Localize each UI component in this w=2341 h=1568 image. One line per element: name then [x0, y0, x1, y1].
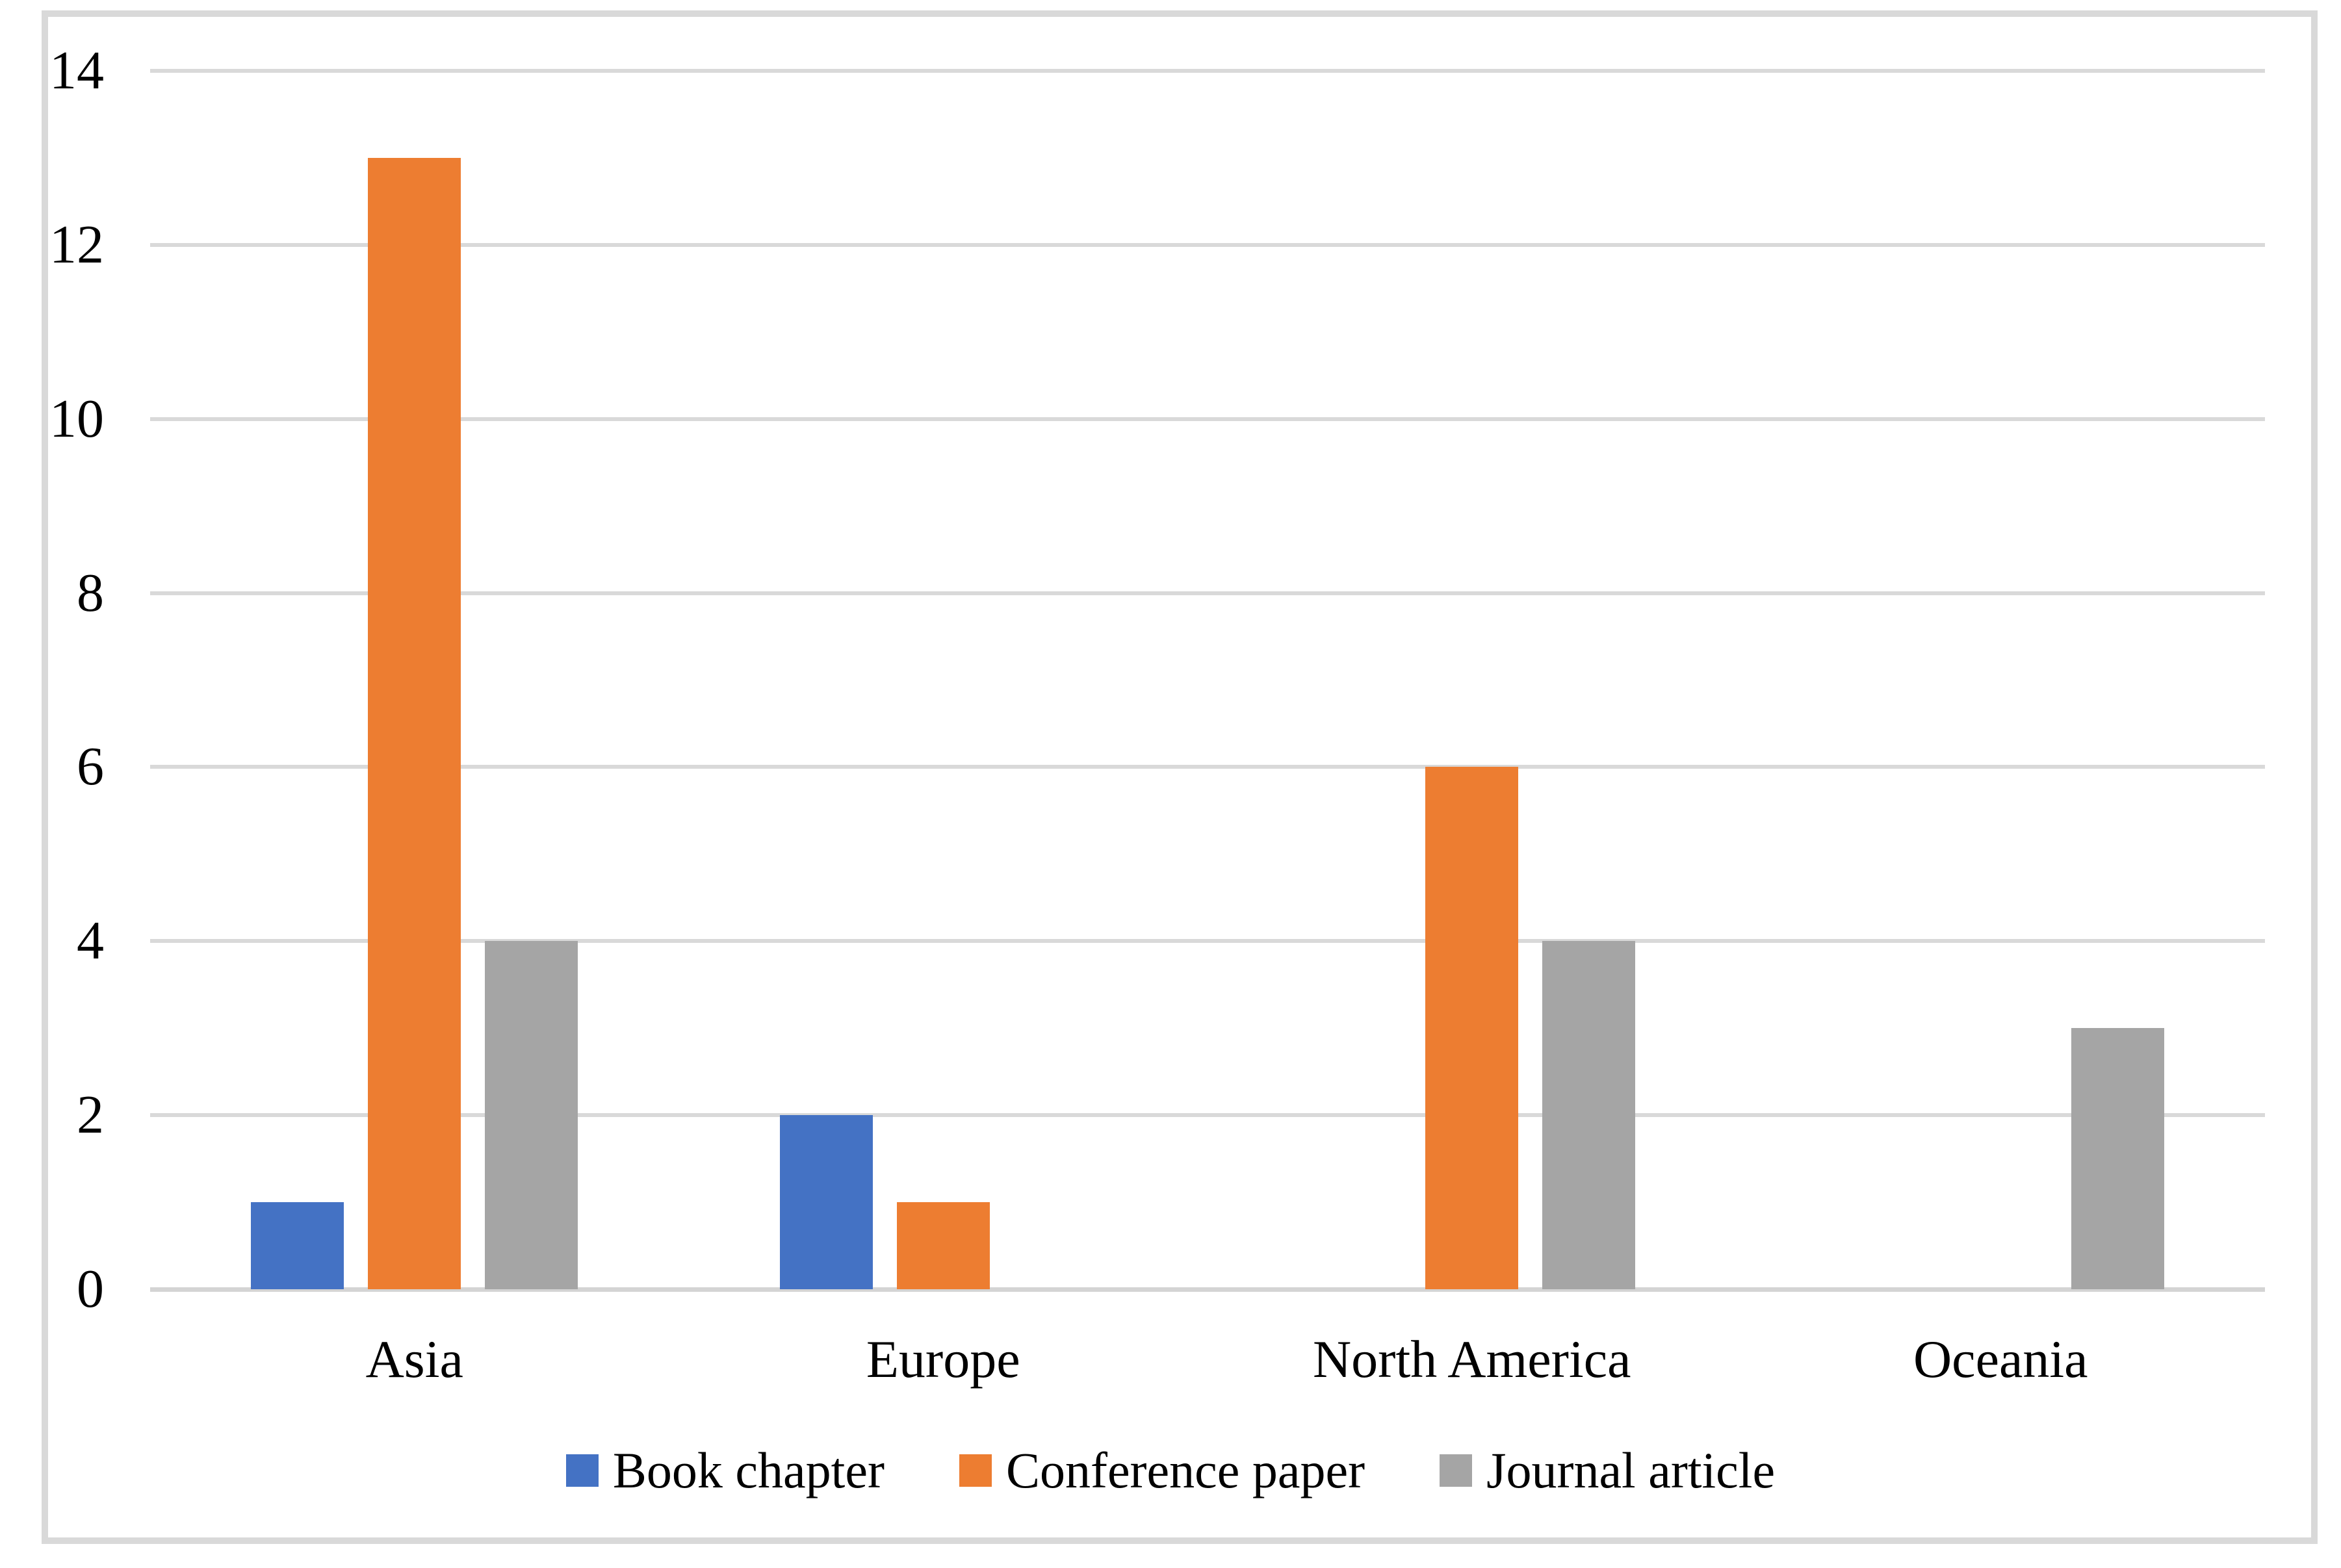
- bar-asia-conference-paper: [368, 157, 461, 1289]
- bar-asia-book-chapter: [251, 1202, 344, 1289]
- y-tick-label: 8: [77, 562, 104, 623]
- bar-europe-book-chapter: [779, 1115, 873, 1289]
- legend-item-conference-paper: Conference paper: [959, 1438, 1365, 1503]
- y-gridline: [150, 1113, 2265, 1118]
- bar-north-america-journal-article: [1542, 941, 1636, 1289]
- y-tick-label: 2: [77, 1085, 104, 1146]
- y-tick-label: 0: [77, 1259, 104, 1319]
- category-label-europe: Europe: [866, 1330, 1020, 1389]
- y-tick-label: 6: [77, 736, 104, 797]
- legend-label: Book chapter: [612, 1442, 885, 1498]
- category-label-north-america: North America: [1312, 1330, 1631, 1389]
- legend-label: Journal article: [1486, 1442, 1776, 1498]
- legend-swatch-icon: [565, 1454, 599, 1487]
- y-gridline: [150, 591, 2265, 595]
- bar-asia-journal-article: [485, 941, 578, 1289]
- x-axis-line: [150, 1287, 2265, 1292]
- y-tick-label: 10: [49, 388, 104, 449]
- bar-oceania-journal-article: [2071, 1028, 2164, 1289]
- category-label-oceania: Oceania: [1913, 1330, 2088, 1389]
- y-gridline: [150, 417, 2265, 421]
- y-gridline: [150, 69, 2265, 73]
- y-gridline: [150, 939, 2265, 944]
- legend-swatch-icon: [1440, 1454, 1473, 1487]
- legend-item-journal-article: Journal article: [1440, 1438, 1775, 1503]
- y-gridline: [150, 242, 2265, 247]
- legend-item-book-chapter: Book chapter: [565, 1438, 885, 1503]
- y-tick-label: 14: [49, 40, 104, 101]
- legend-swatch-icon: [959, 1454, 992, 1487]
- y-gridline: [150, 765, 2265, 769]
- bar-europe-conference-paper: [896, 1202, 990, 1289]
- category-label-asia: Asia: [365, 1330, 463, 1389]
- bar-north-america-conference-paper: [1425, 767, 1519, 1289]
- legend-label: Conference paper: [1005, 1442, 1365, 1498]
- y-tick-label: 12: [49, 214, 104, 275]
- legend: Book chapter Conference paper Journal arti…: [0, 1438, 2341, 1503]
- y-tick-label: 4: [77, 910, 104, 971]
- plot-area: [150, 69, 2265, 1292]
